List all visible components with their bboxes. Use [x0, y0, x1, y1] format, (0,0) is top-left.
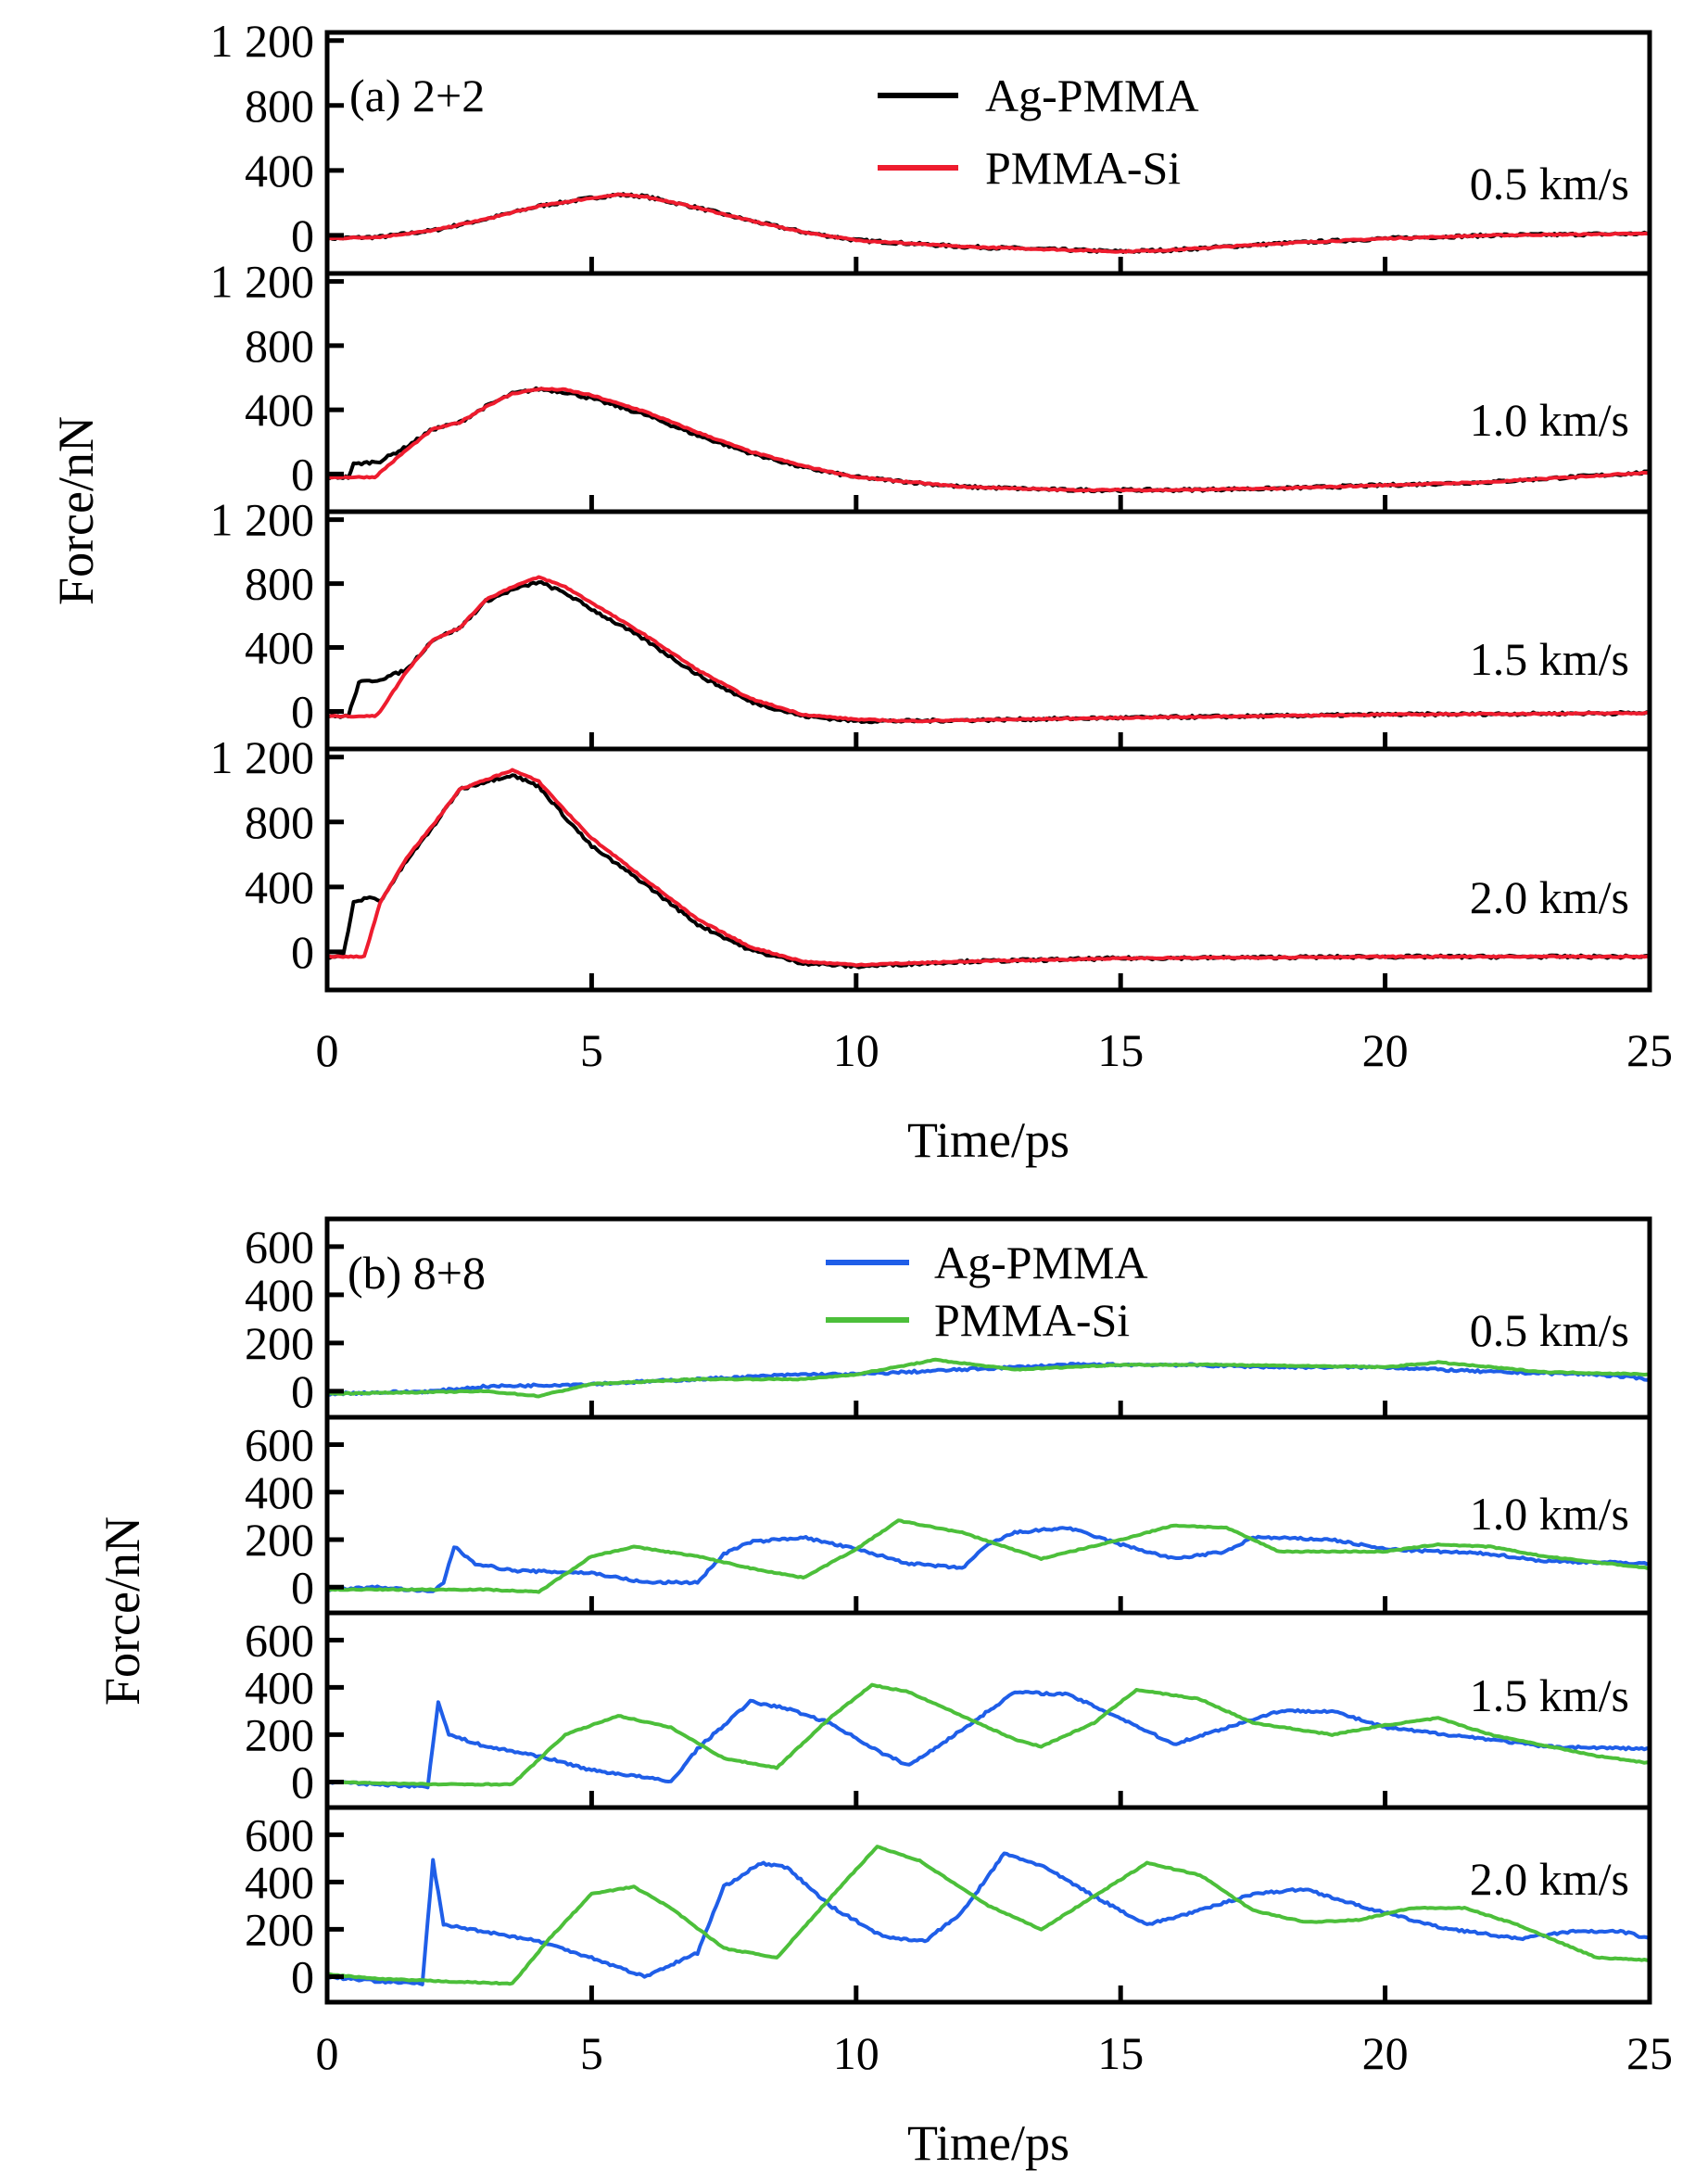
y-tick-label: 0: [291, 926, 314, 978]
velocity-label: 0.5 km/s: [1470, 158, 1629, 209]
velocity-label: 1.5 km/s: [1470, 1669, 1629, 1721]
y-tick-label: 0: [291, 1950, 314, 2002]
x-tick-label: 20: [1362, 1024, 1409, 1076]
series-line-ag-pmma-10: [326, 386, 1651, 494]
x-tick-label: 15: [1097, 1024, 1144, 1076]
x-tick-label: 0: [316, 2027, 339, 2079]
velocity-label: 1.0 km/s: [1470, 394, 1629, 446]
velocity-label: 2.0 km/s: [1470, 1853, 1629, 1905]
y-tick-label: 800: [245, 320, 314, 372]
x-tick-label: 25: [1626, 1024, 1673, 1076]
y-tick-label: 0: [291, 1756, 314, 1808]
series-line-ag-pmma-05: [325, 1362, 1651, 1397]
legend-label: Ag-PMMA: [934, 1237, 1148, 1288]
series-line-pmma-si-05: [326, 192, 1651, 254]
y-tick-label: 0: [291, 685, 314, 737]
y-tick-label: 400: [245, 861, 314, 913]
y-tick-label: 400: [245, 145, 314, 197]
x-tick-label: 20: [1362, 2027, 1409, 2079]
y-tick-label: 200: [245, 1514, 314, 1566]
legend-label: Ag-PMMA: [985, 70, 1199, 121]
x-tick-label: 5: [580, 1024, 603, 1076]
y-tick-label: 600: [245, 1221, 314, 1273]
series-line-ag-pmma-15: [326, 1690, 1651, 1790]
y-tick-label: 400: [245, 1661, 314, 1713]
y-tick-label: 800: [245, 796, 314, 848]
x-axis-label: Time/ps: [907, 1112, 1069, 1168]
velocity-label: 1.5 km/s: [1470, 633, 1629, 685]
legend-label: PMMA-Si: [985, 142, 1181, 194]
y-tick-label: 1 200: [210, 256, 315, 308]
y-tick-label: 0: [291, 1365, 314, 1417]
series-line-pmma-si-10: [326, 387, 1651, 493]
series-line-pmma-si-15: [326, 575, 1651, 724]
panel-label: (a) 2+2: [349, 70, 485, 121]
velocity-label: 1.0 km/s: [1470, 1488, 1629, 1540]
y-tick-label: 400: [245, 1466, 314, 1518]
series-line-pmma-si-10: [326, 1518, 1650, 1594]
y-tick-label: 0: [291, 209, 314, 261]
x-tick-label: 10: [833, 1024, 879, 1076]
y-tick-label: 0: [291, 448, 314, 500]
panel-b: [324, 1216, 1652, 2005]
y-tick-label: 1 200: [210, 494, 315, 546]
x-tick-label: 10: [833, 2027, 879, 2079]
y-tick-label: 400: [245, 384, 314, 436]
y-tick-label: 200: [245, 1317, 314, 1369]
subplot-frame: [324, 746, 1652, 993]
series-line-pmma-si-15: [326, 1682, 1651, 1787]
series-line-ag-pmma-15: [326, 580, 1651, 725]
y-tick-label: 400: [245, 622, 314, 674]
y-tick-label: 1 200: [210, 731, 315, 783]
y-tick-label: 800: [245, 80, 314, 132]
y-tick-label: 400: [245, 1856, 314, 1908]
y-tick-label: 800: [245, 558, 314, 610]
y-axis-label: Force/nN: [48, 416, 104, 605]
x-axis-label: Time/ps: [907, 2115, 1069, 2171]
x-tick-label: 0: [316, 1024, 339, 1076]
series-line-pmma-si-20: [326, 768, 1651, 968]
series-line-ag-pmma-05: [325, 192, 1651, 254]
velocity-label: 0.5 km/s: [1470, 1304, 1629, 1356]
x-tick-label: 15: [1097, 2027, 1144, 2079]
y-tick-label: 200: [245, 1708, 314, 1760]
series-line-pmma-si-05: [326, 1357, 1650, 1399]
y-tick-label: 400: [245, 1269, 314, 1321]
y-tick-label: 600: [245, 1808, 314, 1860]
panel-a: [324, 30, 1652, 993]
y-tick-label: 200: [245, 1903, 314, 1955]
subplot-frame: [324, 1805, 1652, 2005]
velocity-label: 2.0 km/s: [1470, 871, 1629, 923]
series-line-ag-pmma-10: [326, 1526, 1651, 1593]
x-tick-label: 25: [1626, 2027, 1673, 2079]
panel-label: (b) 8+8: [348, 1247, 486, 1299]
x-tick-label: 5: [580, 2027, 603, 2079]
series-line-ag-pmma-20: [326, 773, 1651, 970]
legend-label: PMMA-Si: [934, 1294, 1130, 1346]
y-tick-label: 600: [245, 1418, 314, 1470]
y-tick-label: 1 200: [210, 15, 315, 67]
y-tick-label: 600: [245, 1614, 314, 1666]
subplot-frame: [324, 1414, 1652, 1616]
y-axis-label: Force/nN: [95, 1516, 150, 1706]
series-line-ag-pmma-20: [326, 1851, 1651, 1986]
y-tick-label: 0: [291, 1561, 314, 1613]
series-line-pmma-si-20: [326, 1845, 1651, 1986]
